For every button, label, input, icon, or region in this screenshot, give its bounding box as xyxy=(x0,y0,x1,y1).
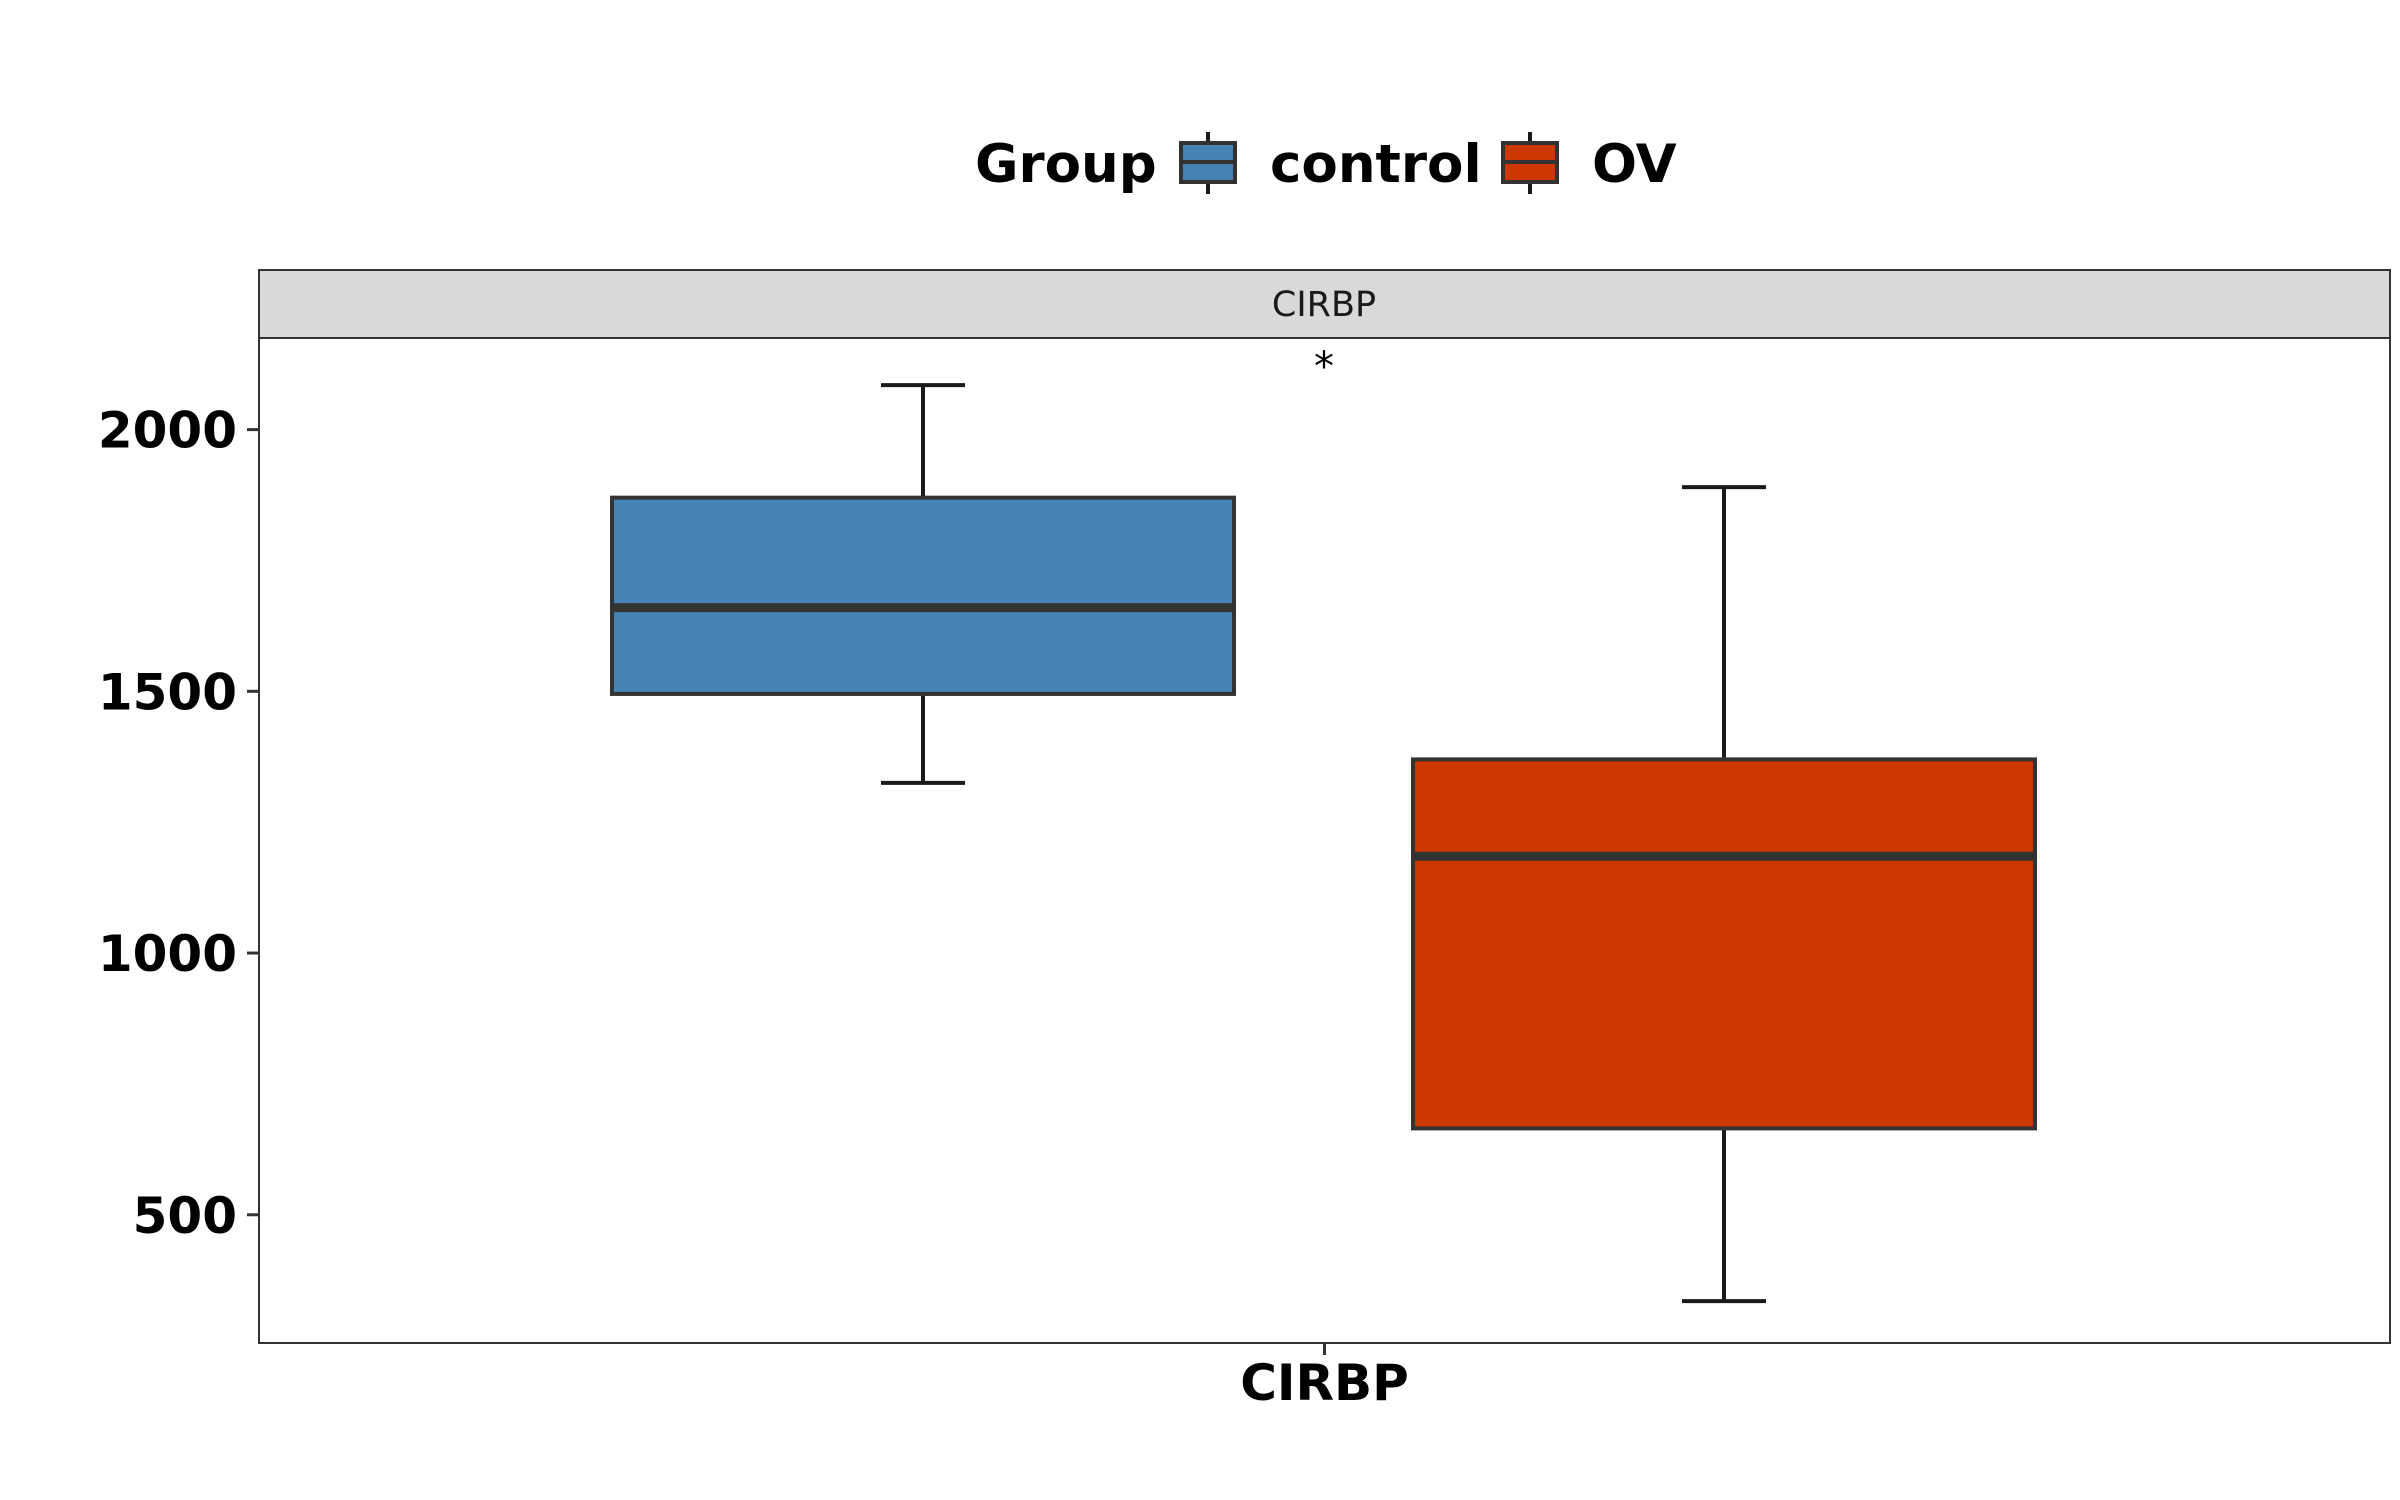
box-iqr xyxy=(610,495,1236,696)
y-axis: 500 1000 1500 2000 xyxy=(98,402,259,1245)
legend-key xyxy=(1179,132,1237,194)
legend-key xyxy=(1501,132,1559,194)
legend-entries: control OV xyxy=(1179,132,1677,195)
plot-panel xyxy=(258,337,2391,1344)
y-tick-label: 1000 xyxy=(98,925,237,983)
box-iqr xyxy=(1411,757,2037,1131)
y-tick-label: 500 xyxy=(133,1187,237,1245)
legend-item-control: control xyxy=(1179,132,1482,195)
x-tick-label: CIRBP xyxy=(1240,1354,1409,1412)
legend-label: OV xyxy=(1592,134,1677,195)
y-tick-label: 2000 xyxy=(98,402,237,460)
box-control xyxy=(610,383,1236,785)
y-tick-label: 1500 xyxy=(98,663,237,721)
facet-strip-label: CIRBP xyxy=(1272,285,1376,325)
boxes xyxy=(610,383,2037,1304)
legend-title: Group xyxy=(975,134,1157,195)
x-axis: CIRBP xyxy=(1240,1343,1409,1412)
facet-strip xyxy=(258,269,2391,339)
box-ov xyxy=(1411,485,2037,1304)
legend: Group control OV xyxy=(975,132,1677,195)
legend-item-ov: OV xyxy=(1501,132,1677,195)
legend-label: control xyxy=(1270,134,1482,195)
significance-label: * xyxy=(1314,344,1334,390)
